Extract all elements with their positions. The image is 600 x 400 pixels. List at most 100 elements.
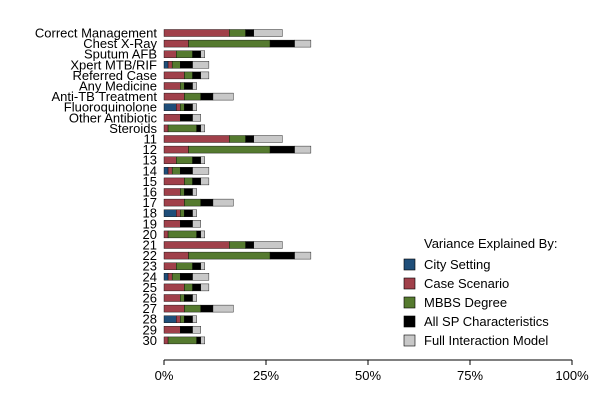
x-tick-label: 100%: [555, 368, 589, 383]
row-label: 11: [144, 132, 158, 147]
bar-segment: [253, 135, 283, 143]
bar-segment: [163, 29, 230, 37]
bar-segment: [176, 209, 181, 217]
bar-segment: [269, 145, 295, 154]
bar-segment: [180, 273, 193, 281]
legend: Variance Explained By: City Setting Case …: [403, 236, 557, 348]
bar-segment: [180, 220, 193, 228]
bar-segment: [163, 114, 181, 122]
bar-segment: [192, 50, 201, 58]
bar-segment: [200, 92, 214, 101]
bars: [163, 29, 312, 345]
row-label: Fluoroquinolone: [64, 100, 157, 115]
bar-segment: [192, 71, 201, 80]
bar-segment: [184, 209, 193, 217]
bar-segment: [200, 71, 210, 80]
legend-label: Case Scenario: [424, 276, 509, 291]
bar-segment: [196, 230, 201, 239]
bar-segment: [269, 39, 295, 48]
x-tick-label: 0%: [155, 368, 174, 383]
bar-segment: [167, 61, 173, 69]
x-tick-label: 25%: [253, 368, 279, 383]
bar-segment: [196, 124, 201, 133]
bar-segment: [192, 209, 197, 217]
bar-segment: [163, 304, 185, 313]
bar-segment: [192, 114, 201, 122]
bar-segment: [192, 315, 197, 323]
row-label: Referred Case: [72, 68, 157, 83]
bar-segment: [200, 124, 206, 133]
bar-segment: [192, 188, 197, 196]
bar-segment: [192, 326, 201, 334]
bar-segment: [200, 283, 210, 292]
x-tick-label: 50%: [355, 368, 381, 383]
bar-segment: [229, 135, 246, 143]
legend-title: Variance Explained By:: [424, 236, 557, 251]
bar-segment: [163, 145, 189, 154]
bar-segment: [184, 103, 193, 111]
bar-segment: [200, 230, 206, 239]
row-label: 26: [143, 291, 157, 306]
bar-segment: [192, 273, 210, 281]
row-label: Steroids: [109, 121, 157, 136]
bar-segment: [212, 92, 234, 101]
bar-segment: [184, 304, 201, 313]
bar-segment: [188, 39, 271, 48]
legend-swatch: [403, 315, 416, 328]
bar-segment: [180, 114, 193, 122]
bar-segment: [163, 167, 169, 175]
bar-segment: [163, 220, 181, 228]
bar-segment: [163, 188, 181, 196]
bar-segment: [176, 50, 193, 58]
row-label: Chest X-Ray: [83, 36, 157, 51]
bar-segment: [180, 209, 185, 217]
bar-segment: [163, 61, 169, 69]
bar-segment: [180, 294, 185, 302]
bar-segment: [253, 241, 283, 249]
row-label: Any Medicine: [79, 79, 157, 94]
bar-segment: [200, 336, 206, 345]
bar-segment: [192, 156, 201, 164]
bar-segment: [269, 251, 295, 260]
bar-segment: [180, 103, 185, 111]
bar-segment: [163, 198, 185, 207]
row-label: 23: [143, 259, 157, 274]
bar-segment: [180, 315, 185, 323]
row-label: 24: [143, 269, 157, 284]
bar-segment: [163, 262, 177, 270]
row-label: 16: [143, 185, 157, 200]
bar-segment: [163, 124, 169, 133]
bar-segment: [163, 251, 189, 260]
bar-segment: [200, 262, 206, 270]
bar-segment: [188, 251, 271, 260]
bar-segment: [184, 188, 193, 196]
bar-segment: [163, 315, 177, 323]
bar-segment: [245, 29, 254, 37]
legend-swatch: [403, 258, 416, 271]
bar-segment: [192, 82, 197, 90]
bar-segment: [171, 273, 181, 281]
bar-segment: [245, 135, 254, 143]
bar-segment: [192, 103, 197, 111]
bar-segment: [163, 336, 169, 345]
row-label: 13: [143, 153, 157, 168]
x-axis-ticks: 0% 25% 50% 75% 100%: [155, 360, 589, 383]
bar-segment: [163, 135, 230, 143]
bar-segment: [184, 283, 193, 292]
bar-segment: [184, 294, 193, 302]
row-label: 14: [143, 163, 157, 178]
bar-segment: [184, 315, 193, 323]
bar-segment: [200, 177, 210, 186]
legend-label: City Setting: [424, 257, 490, 272]
bar-segment: [180, 167, 193, 175]
row-label: 25: [143, 280, 157, 295]
bar-segment: [188, 145, 271, 154]
bar-segment: [245, 241, 254, 249]
bar-segment: [192, 61, 210, 69]
bar-segment: [200, 156, 206, 164]
bar-segment: [253, 29, 283, 37]
bar-segment: [196, 336, 201, 345]
legend-label: MBBS Degree: [424, 295, 507, 310]
bar-segment: [180, 82, 185, 90]
